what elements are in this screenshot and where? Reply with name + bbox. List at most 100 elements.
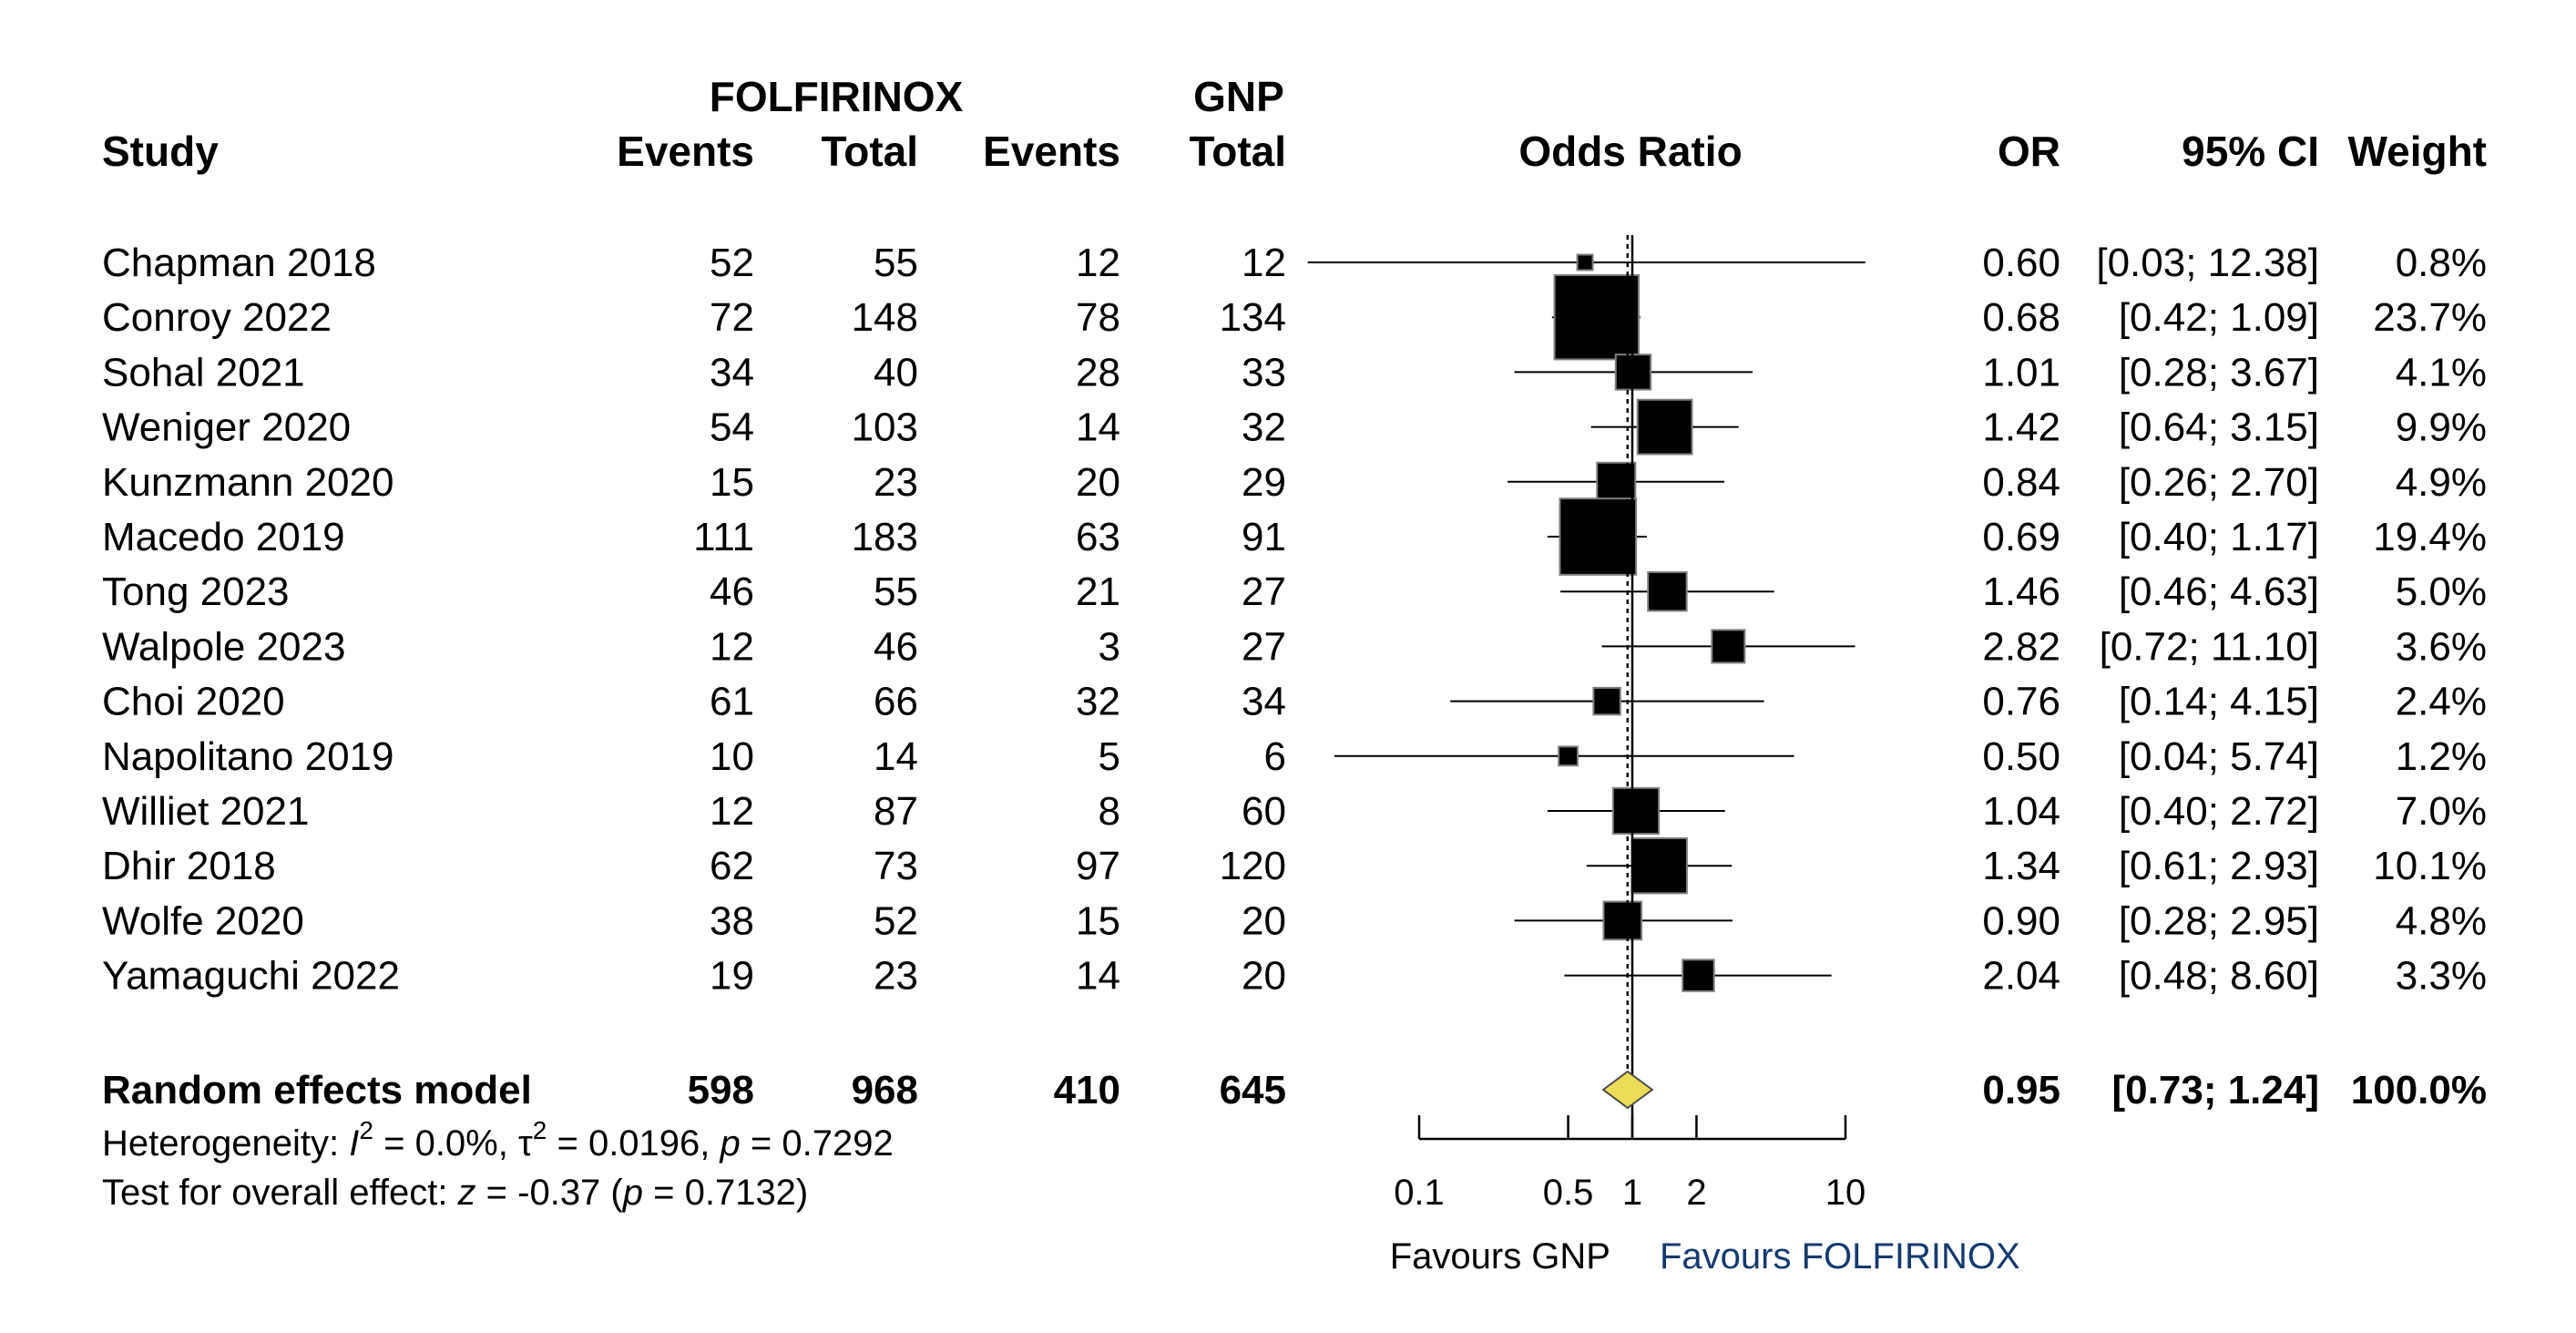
total-gnp: 60 bbox=[1242, 789, 1286, 834]
study-name: Choi 2020 bbox=[102, 680, 285, 724]
events-folfirinox: 12 bbox=[710, 789, 754, 834]
weight-value: 19.4% bbox=[2373, 515, 2487, 559]
total-folfirinox: 87 bbox=[874, 789, 918, 834]
pooled-events-gnp: 410 bbox=[1054, 1068, 1120, 1113]
tau2-value: = 0.0196, bbox=[547, 1123, 720, 1164]
events-folfirinox: 10 bbox=[710, 734, 754, 779]
total-gnp: 27 bbox=[1242, 569, 1286, 614]
odds-ratio-value: 1.04 bbox=[1982, 789, 2060, 834]
i2-value: = 0.0%, bbox=[373, 1123, 518, 1164]
header-study: Study bbox=[102, 128, 219, 175]
total-folfirinox: 40 bbox=[874, 350, 918, 395]
odds-ratio-value: 1.46 bbox=[1982, 569, 2060, 614]
events-gnp: 32 bbox=[1076, 680, 1120, 724]
study-name: Conroy 2022 bbox=[102, 295, 332, 340]
study-name: Yamaguchi 2022 bbox=[102, 954, 400, 999]
header-total-folfirinox: Total bbox=[822, 128, 918, 175]
events-gnp: 63 bbox=[1076, 515, 1120, 559]
total-gnp: 120 bbox=[1220, 844, 1286, 888]
x-axis-tick-label: 10 bbox=[1825, 1173, 1866, 1213]
study-box bbox=[1682, 959, 1715, 992]
odds-ratio-value: 0.50 bbox=[1982, 734, 2060, 779]
events-gnp: 5 bbox=[1099, 734, 1120, 779]
study-box bbox=[1602, 900, 1643, 941]
confidence-interval: [0.46; 4.63] bbox=[2119, 569, 2319, 614]
z-symbol: z bbox=[457, 1173, 476, 1213]
confidence-interval: [0.64; 3.15] bbox=[2119, 405, 2319, 450]
z-value: = -0.37 ( bbox=[476, 1173, 624, 1213]
odds-ratio-value: 0.90 bbox=[1982, 898, 2060, 943]
odds-ratio-value: 1.42 bbox=[1982, 405, 2060, 450]
study-name: Weniger 2020 bbox=[102, 405, 351, 450]
tau2-symbol: τ bbox=[518, 1123, 533, 1164]
total-gnp: 33 bbox=[1242, 350, 1286, 395]
total-folfirinox: 23 bbox=[874, 460, 918, 505]
total-folfirinox: 55 bbox=[874, 569, 918, 614]
weight-value: 2.4% bbox=[2396, 680, 2487, 724]
study-name: Wolfe 2020 bbox=[102, 898, 304, 943]
total-folfirinox: 66 bbox=[874, 680, 918, 724]
events-gnp: 12 bbox=[1076, 241, 1120, 285]
odds-ratio-value: 0.69 bbox=[1982, 515, 2060, 559]
events-folfirinox: 15 bbox=[710, 460, 754, 505]
events-folfirinox: 111 bbox=[693, 515, 754, 559]
events-folfirinox: 72 bbox=[710, 295, 754, 340]
confidence-interval: [0.40; 2.72] bbox=[2119, 789, 2319, 834]
weight-value: 4.9% bbox=[2396, 460, 2487, 505]
total-folfirinox: 52 bbox=[874, 898, 918, 943]
confidence-interval: [0.26; 2.70] bbox=[2119, 460, 2319, 505]
weight-value: 4.1% bbox=[2396, 350, 2487, 395]
weight-value: 23.7% bbox=[2373, 295, 2487, 340]
header-events-gnp: Events bbox=[983, 128, 1120, 175]
favours-left-label: Favours GNP bbox=[1390, 1236, 1610, 1277]
total-folfirinox: 55 bbox=[874, 241, 918, 285]
heterogeneity-p-symbol: p bbox=[720, 1123, 741, 1164]
events-gnp: 97 bbox=[1076, 844, 1120, 888]
odds-ratio-value: 2.82 bbox=[1982, 624, 2060, 669]
total-folfirinox: 14 bbox=[874, 734, 918, 779]
events-gnp: 15 bbox=[1076, 898, 1120, 943]
odds-ratio-value: 0.60 bbox=[1982, 241, 2060, 285]
events-gnp: 14 bbox=[1076, 954, 1120, 999]
study-name: Chapman 2018 bbox=[102, 241, 376, 285]
pooled-row: Random effects model 598 968 410 645 0.95 [0.7… bbox=[102, 1068, 2487, 1113]
heterogeneity-text: Heterogeneity: I2 = 0.0%, τ2 = 0.0196, p… bbox=[102, 1116, 894, 1164]
study-box bbox=[1592, 686, 1621, 716]
pooled-events-folfirinox: 598 bbox=[688, 1068, 754, 1113]
confidence-interval: [0.61; 2.93] bbox=[2119, 844, 2319, 888]
overall-p-value: = 0.7132) bbox=[643, 1173, 808, 1213]
events-gnp: 28 bbox=[1076, 350, 1120, 395]
confidence-interval: [0.48; 8.60] bbox=[2119, 954, 2319, 999]
total-folfirinox: 23 bbox=[874, 954, 918, 999]
total-gnp: 20 bbox=[1242, 898, 1286, 943]
total-folfirinox: 73 bbox=[874, 844, 918, 888]
i2-symbol: I bbox=[349, 1123, 359, 1164]
confidence-interval: [0.14; 4.15] bbox=[2119, 680, 2319, 724]
study-box bbox=[1559, 497, 1638, 576]
header-total-gnp: Total bbox=[1190, 128, 1286, 175]
weight-value: 1.2% bbox=[2396, 734, 2487, 779]
total-folfirinox: 148 bbox=[852, 295, 918, 340]
total-folfirinox: 103 bbox=[852, 405, 918, 450]
odds-ratio-value: 0.84 bbox=[1982, 460, 2060, 505]
events-folfirinox: 19 bbox=[710, 954, 754, 999]
weight-value: 4.8% bbox=[2396, 898, 2487, 943]
weight-value: 5.0% bbox=[2396, 569, 2487, 614]
pooled-label: Random effects model bbox=[102, 1068, 532, 1113]
pooled-weight: 100.0% bbox=[2351, 1068, 2487, 1113]
total-gnp: 27 bbox=[1242, 624, 1286, 669]
x-axis-tick-label: 0.1 bbox=[1394, 1173, 1445, 1213]
confidence-interval: [0.28; 3.67] bbox=[2119, 350, 2319, 395]
total-gnp: 34 bbox=[1242, 680, 1286, 724]
events-gnp: 21 bbox=[1076, 569, 1120, 614]
study-box bbox=[1630, 837, 1688, 895]
heterogeneity-prefix: Heterogeneity: bbox=[102, 1123, 349, 1164]
study-box bbox=[1636, 398, 1693, 456]
weight-value: 3.6% bbox=[2396, 624, 2487, 669]
total-folfirinox: 46 bbox=[874, 624, 918, 669]
study-name: Dhir 2018 bbox=[102, 844, 276, 888]
total-gnp: 6 bbox=[1264, 734, 1286, 779]
total-gnp: 20 bbox=[1242, 954, 1286, 999]
odds-ratio-value: 0.68 bbox=[1982, 295, 2060, 340]
